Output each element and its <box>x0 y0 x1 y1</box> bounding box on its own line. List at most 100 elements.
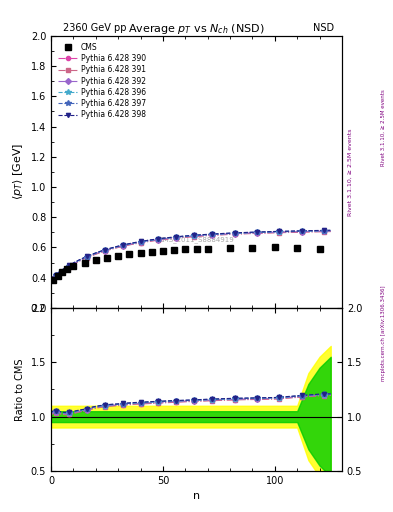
Pythia 6.428 397 <box>277 228 282 234</box>
Pythia 6.428 398 <box>156 236 161 242</box>
Pythia 6.428 392 <box>321 228 326 234</box>
Legend: CMS, Pythia 6.428 390, Pythia 6.428 391, Pythia 6.428 392, Pythia 6.428 396, Pyt: CMS, Pythia 6.428 390, Pythia 6.428 391,… <box>55 39 149 122</box>
Pythia 6.428 398 <box>299 228 304 234</box>
Pythia 6.428 392 <box>103 247 107 253</box>
Y-axis label: Ratio to CMS: Ratio to CMS <box>15 358 25 421</box>
Pythia 6.428 398 <box>67 262 72 268</box>
Pythia 6.428 397 <box>84 253 89 260</box>
Pythia 6.428 397 <box>156 236 161 242</box>
Pythia 6.428 396 <box>174 234 179 240</box>
Pythia 6.428 396 <box>53 272 58 278</box>
Pythia 6.428 391 <box>192 233 196 240</box>
Pythia 6.428 398 <box>210 231 215 237</box>
Pythia 6.428 397 <box>103 247 107 253</box>
Line: Pythia 6.428 396: Pythia 6.428 396 <box>53 228 327 278</box>
Pythia 6.428 390 <box>84 254 89 261</box>
Pythia 6.428 397 <box>174 234 179 240</box>
Line: Pythia 6.428 390: Pythia 6.428 390 <box>53 229 326 278</box>
Pythia 6.428 391 <box>174 235 179 241</box>
Pythia 6.428 390 <box>53 272 58 279</box>
Pythia 6.428 392 <box>53 272 58 279</box>
Pythia 6.428 390 <box>299 229 304 235</box>
Pythia 6.428 390 <box>103 248 107 254</box>
Pythia 6.428 390 <box>174 234 179 241</box>
Text: mcplots.cern.ch [arXiv:1306.3436]: mcplots.cern.ch [arXiv:1306.3436] <box>381 285 386 380</box>
Pythia 6.428 398 <box>103 247 107 253</box>
Pythia 6.428 392 <box>84 254 89 260</box>
Pythia 6.428 397 <box>210 231 215 237</box>
Pythia 6.428 390 <box>138 240 143 246</box>
Pythia 6.428 390 <box>210 232 215 238</box>
Pythia 6.428 396 <box>321 228 326 234</box>
Pythia 6.428 390 <box>232 231 237 237</box>
Pythia 6.428 397 <box>67 263 72 269</box>
Line: Pythia 6.428 397: Pythia 6.428 397 <box>53 228 327 278</box>
Pythia 6.428 392 <box>67 263 72 269</box>
Pythia 6.428 392 <box>174 234 179 241</box>
Pythia 6.428 392 <box>120 243 125 249</box>
Pythia 6.428 392 <box>156 237 161 243</box>
Pythia 6.428 392 <box>192 233 196 239</box>
Pythia 6.428 391 <box>255 230 259 237</box>
Pythia 6.428 390 <box>255 230 259 236</box>
Pythia 6.428 396 <box>210 231 215 238</box>
Pythia 6.428 391 <box>321 229 326 235</box>
Pythia 6.428 398 <box>277 228 282 234</box>
Pythia 6.428 396 <box>232 230 237 237</box>
Pythia 6.428 391 <box>103 248 107 254</box>
Pythia 6.428 398 <box>174 233 179 240</box>
Pythia 6.428 392 <box>255 230 259 236</box>
Pythia 6.428 398 <box>120 242 125 248</box>
Pythia 6.428 396 <box>84 254 89 260</box>
Title: Average $p_T$ vs $N_{ch}$ (NSD): Average $p_T$ vs $N_{ch}$ (NSD) <box>128 22 265 36</box>
Pythia 6.428 396 <box>103 247 107 253</box>
Pythia 6.428 391 <box>67 264 72 270</box>
Pythia 6.428 392 <box>299 228 304 234</box>
Pythia 6.428 396 <box>120 242 125 248</box>
Pythia 6.428 396 <box>192 232 196 239</box>
Text: CMS_2011_S8884919: CMS_2011_S8884919 <box>159 237 234 243</box>
Pythia 6.428 392 <box>277 229 282 235</box>
Pythia 6.428 398 <box>53 271 58 278</box>
Pythia 6.428 397 <box>138 239 143 245</box>
Pythia 6.428 397 <box>53 272 58 278</box>
Y-axis label: $\langle p_T\rangle$ [GeV]: $\langle p_T\rangle$ [GeV] <box>11 143 25 200</box>
Pythia 6.428 396 <box>67 263 72 269</box>
Pythia 6.428 398 <box>192 232 196 238</box>
Pythia 6.428 390 <box>321 228 326 234</box>
Pythia 6.428 391 <box>138 240 143 246</box>
Pythia 6.428 390 <box>120 243 125 249</box>
Pythia 6.428 398 <box>138 239 143 245</box>
Pythia 6.428 396 <box>156 236 161 242</box>
Pythia 6.428 396 <box>138 239 143 245</box>
Y-axis label: Rivet 3.1.10, ≥ 2.5M events: Rivet 3.1.10, ≥ 2.5M events <box>347 128 353 216</box>
Pythia 6.428 398 <box>232 230 237 236</box>
Pythia 6.428 397 <box>299 228 304 234</box>
Pythia 6.428 398 <box>321 227 326 233</box>
Pythia 6.428 390 <box>156 237 161 243</box>
Pythia 6.428 397 <box>321 227 326 233</box>
Pythia 6.428 390 <box>192 233 196 239</box>
Pythia 6.428 390 <box>277 229 282 236</box>
Pythia 6.428 391 <box>84 254 89 261</box>
Pythia 6.428 397 <box>192 232 196 239</box>
Text: 2360 GeV pp: 2360 GeV pp <box>63 23 127 33</box>
Line: Pythia 6.428 391: Pythia 6.428 391 <box>53 229 326 278</box>
Pythia 6.428 391 <box>120 243 125 249</box>
Line: Pythia 6.428 398: Pythia 6.428 398 <box>53 228 326 276</box>
Pythia 6.428 391 <box>232 231 237 237</box>
Text: Rivet 3.1.10, ≥ 2.5M events: Rivet 3.1.10, ≥ 2.5M events <box>381 90 386 166</box>
Pythia 6.428 391 <box>53 273 58 279</box>
Text: NSD: NSD <box>313 23 334 33</box>
Pythia 6.428 398 <box>84 253 89 260</box>
Pythia 6.428 396 <box>299 228 304 234</box>
Pythia 6.428 396 <box>255 229 259 236</box>
Pythia 6.428 392 <box>138 239 143 245</box>
X-axis label: n: n <box>193 492 200 501</box>
Pythia 6.428 398 <box>255 229 259 235</box>
Pythia 6.428 391 <box>156 237 161 243</box>
Pythia 6.428 390 <box>67 263 72 269</box>
Line: Pythia 6.428 392: Pythia 6.428 392 <box>53 229 326 278</box>
Pythia 6.428 397 <box>120 242 125 248</box>
Pythia 6.428 391 <box>277 229 282 236</box>
